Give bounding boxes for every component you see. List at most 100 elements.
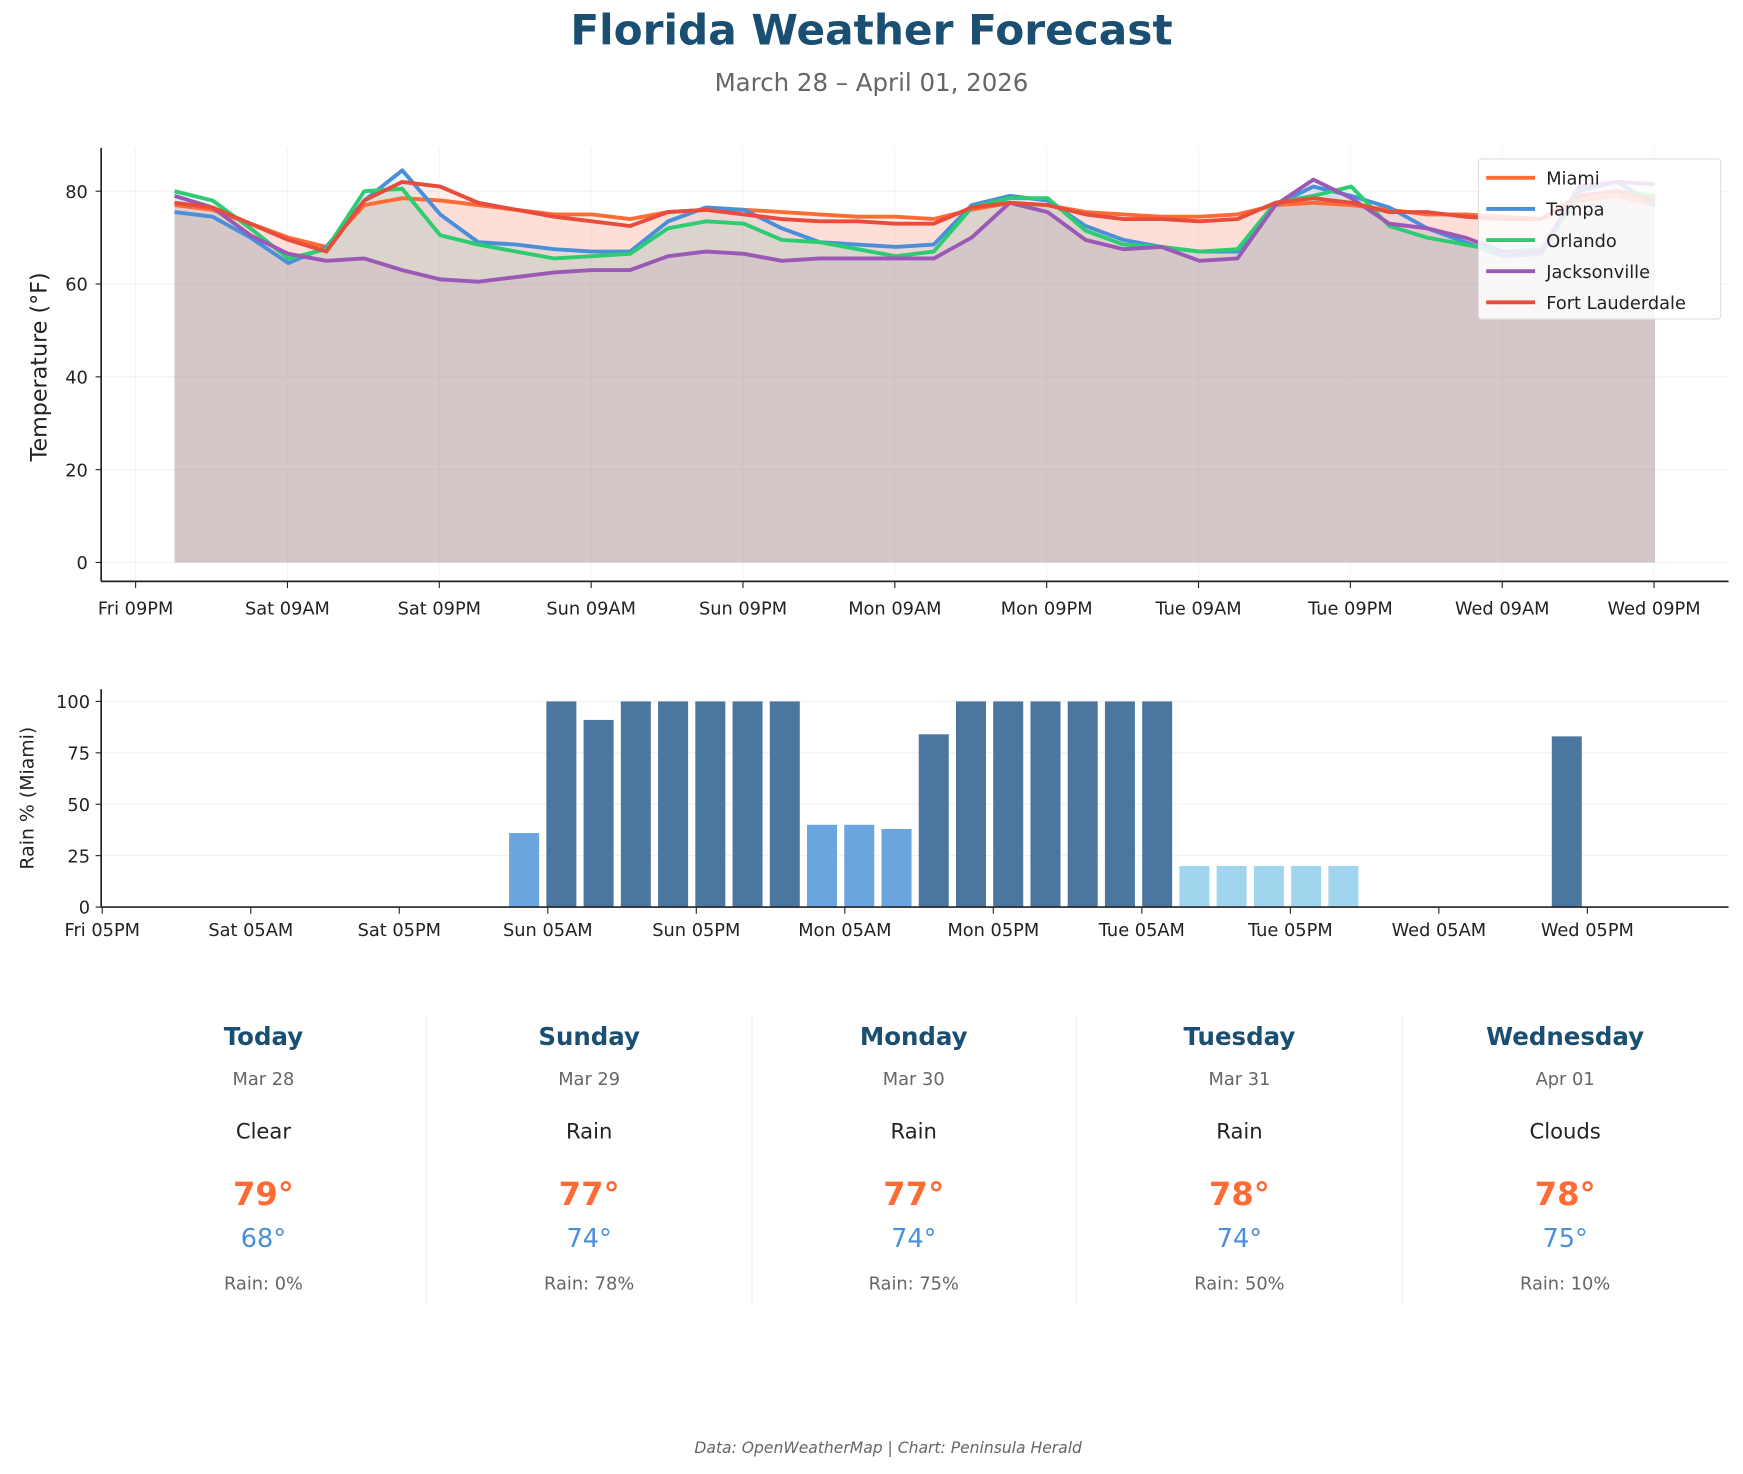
card-divider xyxy=(1401,1014,1403,1304)
temp-area-fort-lauderdale xyxy=(174,181,1656,563)
card-date: Apr 01 xyxy=(1535,1068,1595,1090)
legend-label: Miami xyxy=(1546,169,1599,190)
card-day: Tuesday xyxy=(1183,1023,1296,1052)
temp-area-orlando xyxy=(174,186,1656,563)
temp-line-orlando xyxy=(174,184,1656,261)
temp-ytick-label: 20 xyxy=(65,460,88,481)
card-rain: Rain: 75% xyxy=(868,1272,959,1294)
forecast-card: Today Mar 28 Clear 79° 68° Rain: 0% xyxy=(101,1015,426,1304)
card-low: 74° xyxy=(1216,1224,1263,1254)
rain-bar xyxy=(658,701,689,908)
temp-xtick-label: Sat 09PM xyxy=(398,599,481,620)
card-date: Mar 30 xyxy=(882,1068,945,1090)
card-low: 75° xyxy=(1542,1224,1588,1254)
footer-credit: Data: OpenWeatherMap | Chart: Peninsula … xyxy=(694,1439,1082,1458)
rain-xtick-label: Wed 05AM xyxy=(1392,920,1486,941)
card-divider xyxy=(751,1014,753,1304)
rain-xtick-label: Mon 05PM xyxy=(947,920,1039,941)
temp-line-tampa xyxy=(174,168,1657,266)
rain-ytick-label: 75 xyxy=(67,744,90,765)
card-condition: Clouds xyxy=(1529,1119,1601,1144)
temp-area-tampa xyxy=(174,170,1656,563)
temp-area-miami xyxy=(174,195,1656,563)
rain-xtick-label: Fri 05PM xyxy=(65,920,140,941)
card-high: 77° xyxy=(883,1174,945,1213)
temp-xtick-label: Tue 09PM xyxy=(1307,599,1393,620)
rain-xtick-label: Tue 05AM xyxy=(1098,920,1185,941)
rain-xtick-label: Tue 05PM xyxy=(1247,920,1333,941)
card-condition: Rain xyxy=(1216,1119,1263,1144)
temp-ytick-label: 80 xyxy=(65,182,88,203)
rain-ytick-label: 100 xyxy=(56,692,90,713)
card-low: 68° xyxy=(240,1224,287,1254)
forecast-card: Tuesday Mar 31 Rain 78° 74° Rain: 50% xyxy=(1077,1015,1402,1304)
card-rain: Rain: 50% xyxy=(1194,1272,1285,1294)
legend-label: Orlando xyxy=(1546,231,1617,252)
rain-bar xyxy=(1328,865,1359,908)
rain-ytick-label: 0 xyxy=(79,898,90,919)
temp-xtick-label: Sun 09AM xyxy=(546,599,636,620)
rain-ytick-label: 25 xyxy=(67,846,90,867)
card-rain: Rain: 78% xyxy=(544,1272,635,1294)
rain-bar xyxy=(769,701,800,908)
card-condition: Clear xyxy=(235,1119,292,1144)
temp-ytick-label: 0 xyxy=(77,553,88,574)
card-high: 78° xyxy=(1534,1174,1596,1213)
card-date: Mar 29 xyxy=(558,1068,621,1090)
temp-line-jacksonville xyxy=(173,177,1656,284)
temp-xtick-label: Wed 09PM xyxy=(1608,599,1701,620)
temp-xtick-label: Mon 09PM xyxy=(1001,599,1093,620)
card-day: Sunday xyxy=(538,1023,640,1052)
rain-xtick-label: Sat 05AM xyxy=(208,920,293,941)
card-high: 77° xyxy=(558,1174,620,1213)
rain-bar xyxy=(844,824,875,908)
card-day: Today xyxy=(223,1023,304,1052)
card-low: 74° xyxy=(566,1224,612,1254)
temp-ytick-label: 40 xyxy=(65,368,88,389)
temp-xtick-label: Wed 09AM xyxy=(1455,599,1549,620)
card-date: Mar 31 xyxy=(1208,1068,1271,1090)
temp-line-fort-lauderdale xyxy=(174,179,1656,254)
rain-bar xyxy=(881,828,912,908)
card-day: Wednesday xyxy=(1486,1023,1645,1052)
rain-bar xyxy=(620,701,651,908)
rain-bar xyxy=(807,824,838,908)
temp-xtick-label: Mon 09AM xyxy=(848,599,941,620)
rain-bar xyxy=(1142,701,1173,908)
card-high: 79° xyxy=(232,1174,294,1213)
rain-bar xyxy=(1179,865,1210,908)
rain-bar xyxy=(546,701,577,908)
temp-xtick-label: Sun 09PM xyxy=(699,599,787,620)
rain-xtick-label: Sun 05AM xyxy=(503,920,593,941)
rain-bar xyxy=(1067,701,1098,908)
temp-xtick-label: Sat 09AM xyxy=(245,599,330,620)
rain-bar xyxy=(1253,865,1284,908)
rain-bar xyxy=(993,701,1024,908)
temp-xtick-label: Tue 09AM xyxy=(1154,599,1241,620)
card-rain: Rain: 10% xyxy=(1519,1272,1611,1294)
temp-y-axis-label: Temperature (°F) xyxy=(27,272,53,462)
rain-xtick-label: Wed 05PM xyxy=(1541,920,1634,941)
page-title: Florida Weather Forecast xyxy=(570,5,1173,55)
charts-svg: 0 20 40 60 80 Fri 09PM Sat 09AM Sat 09PM Sun 09A… xyxy=(16,147,1729,941)
rain-bar xyxy=(509,833,540,908)
rain-bar xyxy=(955,701,986,908)
rain-bar xyxy=(732,701,763,908)
legend-box xyxy=(1477,158,1722,320)
rain-bar xyxy=(583,719,614,908)
rain-xtick-label: Sun 05PM xyxy=(652,920,740,941)
rain-xtick-label: Mon 05AM xyxy=(798,920,891,941)
rain-xtick-label: Sat 05PM xyxy=(358,920,441,941)
card-day: Monday xyxy=(859,1023,968,1052)
legend-label: Jacksonville xyxy=(1545,262,1650,283)
rain-bar xyxy=(1030,701,1061,908)
forecast-card: Wednesday Apr 01 Clouds 78° 75° Rain: 10… xyxy=(1403,1015,1728,1304)
rain-bar xyxy=(1216,865,1247,908)
forecast-card: Sunday Mar 29 Rain 77° 74° Rain: 78% xyxy=(427,1015,752,1304)
temp-ytick-label: 60 xyxy=(65,275,88,296)
rain-y-axis-label: Rain % (Miami) xyxy=(16,727,38,870)
rain-bar xyxy=(1551,736,1582,908)
temp-xtick-label: Fri 09PM xyxy=(98,599,173,620)
rain-bar xyxy=(695,701,726,908)
